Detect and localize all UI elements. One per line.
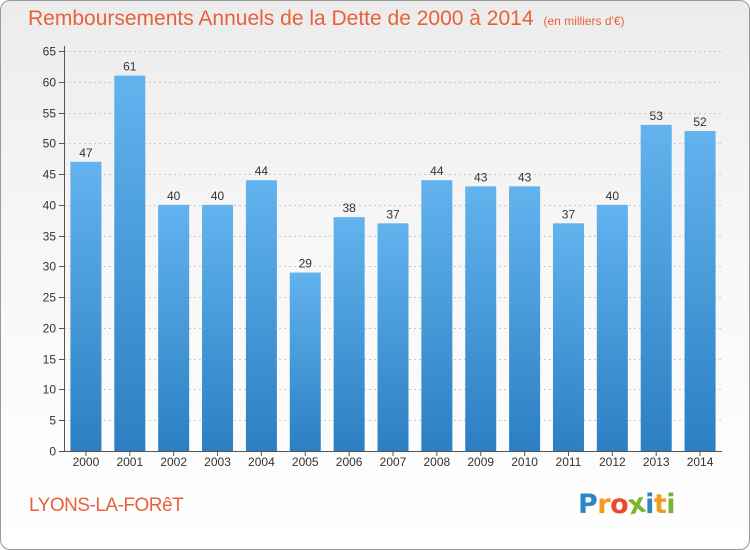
data-label: 52 [693, 115, 707, 129]
data-label: 37 [562, 207, 576, 221]
data-label: 40 [211, 189, 225, 203]
bar [684, 131, 716, 451]
y-tick-label: 20 [43, 322, 57, 336]
bar [421, 180, 453, 451]
logo-letter: P [578, 489, 598, 520]
x-tick-label: 2012 [599, 455, 626, 469]
proxiti-logo: Proxiti [578, 488, 676, 522]
unit-label: (en milliers d'€) [543, 14, 625, 28]
bar [202, 204, 234, 451]
x-tick-label: 2002 [160, 455, 187, 469]
data-label: 40 [167, 189, 181, 203]
data-label: 53 [650, 109, 664, 123]
y-tick-label: 55 [43, 107, 57, 121]
data-label: 44 [255, 164, 269, 178]
y-tick-label: 35 [43, 230, 57, 244]
bar [70, 161, 102, 451]
bar [333, 217, 365, 451]
chart-title: Remboursements Annuels de la Dette de 20… [28, 7, 625, 31]
bar [552, 223, 584, 451]
x-tick-label: 2003 [204, 455, 231, 469]
data-label: 44 [430, 164, 444, 178]
bar [377, 223, 409, 451]
y-tick-label: 25 [43, 291, 57, 305]
bar [158, 204, 190, 451]
x-tick-label: 2007 [380, 455, 407, 469]
data-label: 43 [518, 170, 532, 184]
y-tick-label: 15 [43, 353, 57, 367]
x-tick-label: 2010 [511, 455, 538, 469]
logo-letter: i [645, 489, 654, 520]
bar [465, 186, 497, 451]
bar [245, 180, 277, 451]
bar [596, 204, 628, 451]
data-label: 38 [342, 201, 356, 215]
data-label: 40 [606, 189, 620, 203]
y-tick-label: 0 [49, 445, 56, 459]
logo-letter: i [666, 489, 676, 520]
logo-letter: o [610, 489, 629, 520]
x-tick-label: 2004 [248, 455, 275, 469]
data-label: 29 [299, 257, 313, 271]
data-label: 37 [386, 207, 400, 221]
y-tick-label: 40 [43, 199, 57, 213]
city-name: LYONS-LA-FORêT [29, 495, 184, 516]
bar [640, 124, 672, 451]
data-label: 61 [123, 60, 137, 74]
bar [509, 186, 541, 451]
data-label: 43 [474, 170, 488, 184]
x-tick-label: 2009 [467, 455, 494, 469]
y-tick-label: 60 [43, 76, 57, 90]
x-tick-label: 2005 [292, 455, 319, 469]
y-tick-label: 50 [43, 137, 57, 151]
x-tick-label: 2008 [424, 455, 451, 469]
logo-letter: r [597, 489, 611, 520]
y-tick-label: 10 [43, 383, 57, 397]
bar [289, 272, 321, 451]
x-tick-label: 2006 [336, 455, 363, 469]
x-tick-label: 2011 [556, 455, 582, 469]
x-tick-label: 2000 [73, 455, 100, 469]
x-tick-label: 2001 [116, 455, 143, 469]
logo-letter: t [653, 489, 667, 520]
y-tick-label: 5 [49, 414, 56, 428]
y-tick-label: 30 [43, 260, 57, 274]
y-tick-label: 45 [43, 168, 57, 182]
x-tick-label: 2014 [687, 455, 714, 469]
y-tick-label: 65 [43, 45, 57, 59]
title-text: Remboursements Annuels de la Dette de 20… [28, 7, 534, 30]
x-tick-label: 2013 [643, 455, 670, 469]
data-label: 47 [79, 146, 93, 160]
bar [114, 75, 146, 451]
